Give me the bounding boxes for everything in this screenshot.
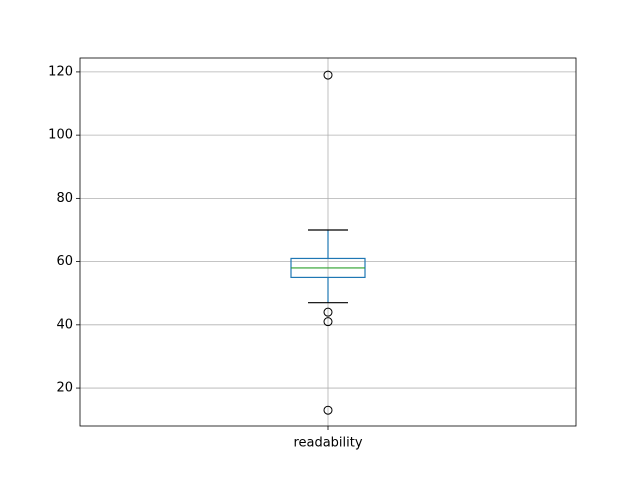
y-tick-label: 120	[48, 64, 73, 79]
y-tick-label: 100	[48, 128, 73, 143]
y-tick-label: 60	[56, 254, 73, 269]
flier	[323, 317, 333, 327]
y-tick-label: 20	[56, 381, 73, 396]
plot-frame	[79, 57, 577, 427]
flier	[323, 70, 333, 80]
y-tick-label: 40	[56, 317, 73, 332]
y-tick-label: 80	[56, 191, 73, 206]
x-tick-label: readability	[293, 436, 362, 451]
flier	[323, 307, 333, 317]
flier	[323, 405, 333, 415]
